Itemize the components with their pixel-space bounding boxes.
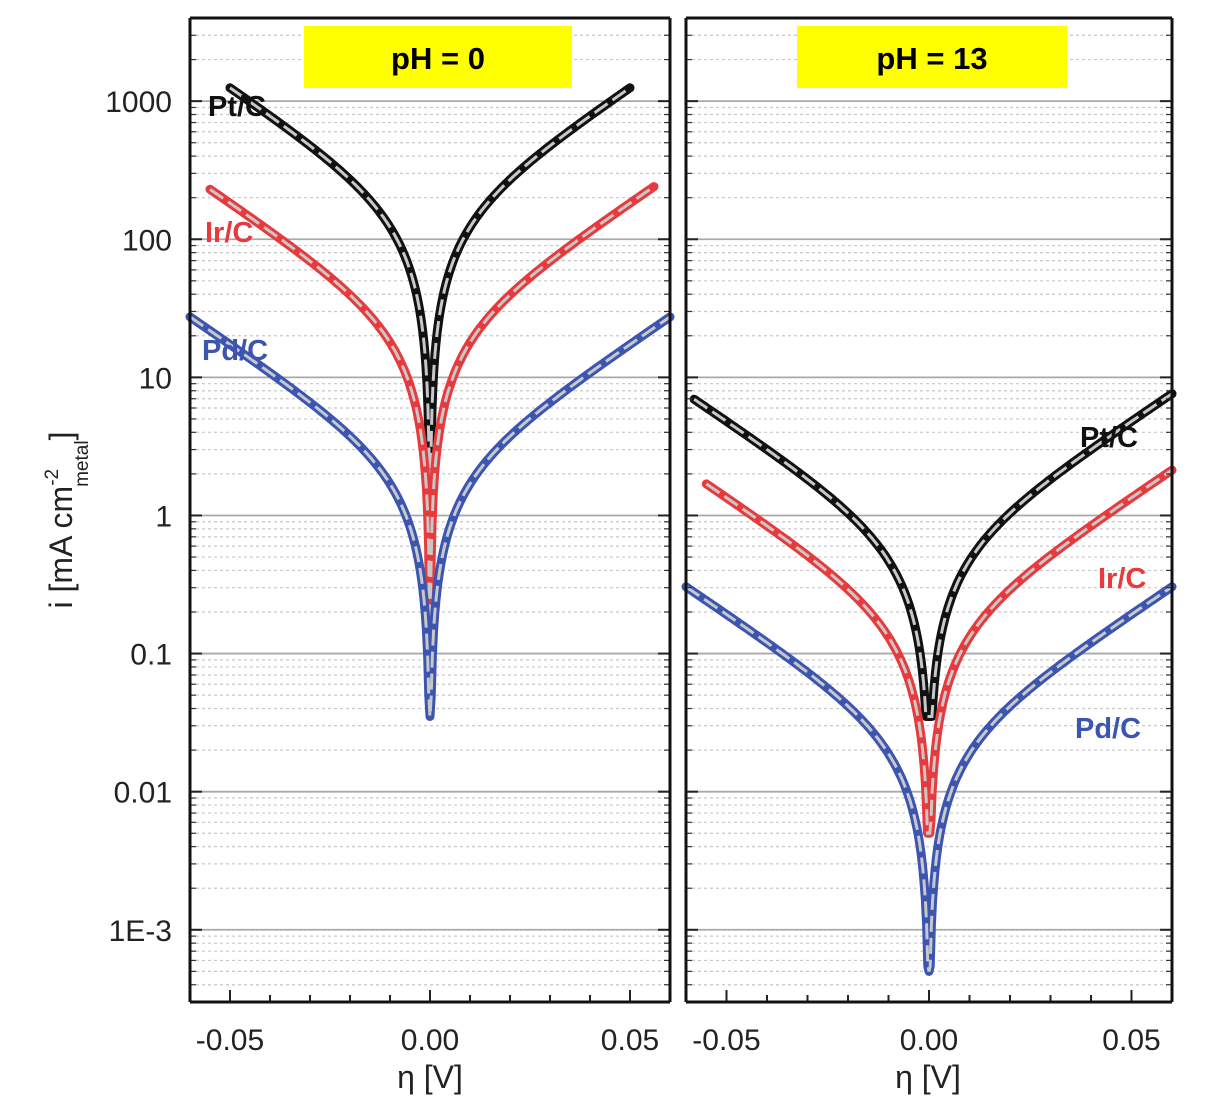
y-axis-label-main: i [mA cm — [43, 486, 79, 609]
label-ir-c-ph0: Ir/C — [205, 217, 253, 249]
y-axis-label-end: ] — [43, 432, 79, 441]
y-tick-labels: 1000 100 10 1 0.1 0.01 1E-3 — [105, 86, 172, 948]
panel-title-ph13: pH = 13 — [876, 41, 987, 76]
x-tick-label: -0.05 — [196, 1024, 264, 1057]
x-axis-label-ph13: η [V] — [895, 1059, 961, 1095]
y-tick-label: 10 — [139, 362, 172, 395]
y-tick-label: 0.1 — [130, 639, 172, 672]
frame-ph13 — [684, 16, 1174, 1004]
fit-line-pd-c — [189, 315, 671, 717]
label-pt-c-ph13: Pt/C — [1080, 422, 1138, 454]
grid-ph13 — [686, 17, 1172, 1003]
title-box-ph13 — [797, 26, 1067, 88]
x-axis-label-ph0: η [V] — [397, 1059, 463, 1095]
x-tick-label: -0.05 — [692, 1024, 760, 1057]
fit-line-pt-c — [693, 392, 1173, 718]
panel-ph0: pH = 0 Pt/C Ir/C Pd/C — [185, 16, 675, 1004]
curves-ph13 — [681, 389, 1177, 976]
y-axis-label-sup: -2 — [42, 469, 63, 486]
fit-line-ir-c — [705, 468, 1173, 835]
y-tick-label: 0.01 — [114, 777, 172, 810]
y-axis-label: i [mA cm-2 metal] — [42, 432, 93, 609]
panel-title-ph0: pH = 0 — [391, 41, 485, 76]
label-ir-c-ph13: Ir/C — [1098, 563, 1146, 595]
panel-ph13: pH = 13 Pt/C Ir/C Pd/C — [681, 16, 1177, 1004]
y-tick-label: 1 — [155, 500, 172, 533]
x-tick-label: 0.00 — [401, 1024, 459, 1057]
y-tick-label: 1000 — [105, 86, 172, 119]
x-tick-label: 0.00 — [900, 1024, 958, 1057]
y-tick-label: 100 — [122, 224, 172, 257]
x-tick-labels: -0.05 0.00 0.05 -0.05 0.00 0.05 — [196, 1024, 1161, 1057]
y-axis-label-sub: metal — [72, 440, 93, 486]
y-tick-label: 1E-3 — [109, 915, 172, 948]
title-box-ph0 — [304, 26, 572, 88]
label-pd-c-ph0: Pd/C — [202, 335, 268, 367]
x-tick-label: 0.05 — [1102, 1024, 1160, 1057]
fit-line-pt-c — [229, 86, 631, 492]
label-pt-c-ph0: Pt/C — [208, 91, 266, 123]
frame-ph0 — [188, 16, 672, 1004]
x-tick-label: 0.05 — [601, 1024, 659, 1057]
fit-line-ir-c — [209, 185, 655, 657]
curves-ph0 — [185, 83, 675, 721]
fit-line-pd-c — [685, 585, 1173, 972]
label-pd-c-ph13: Pd/C — [1075, 713, 1141, 745]
